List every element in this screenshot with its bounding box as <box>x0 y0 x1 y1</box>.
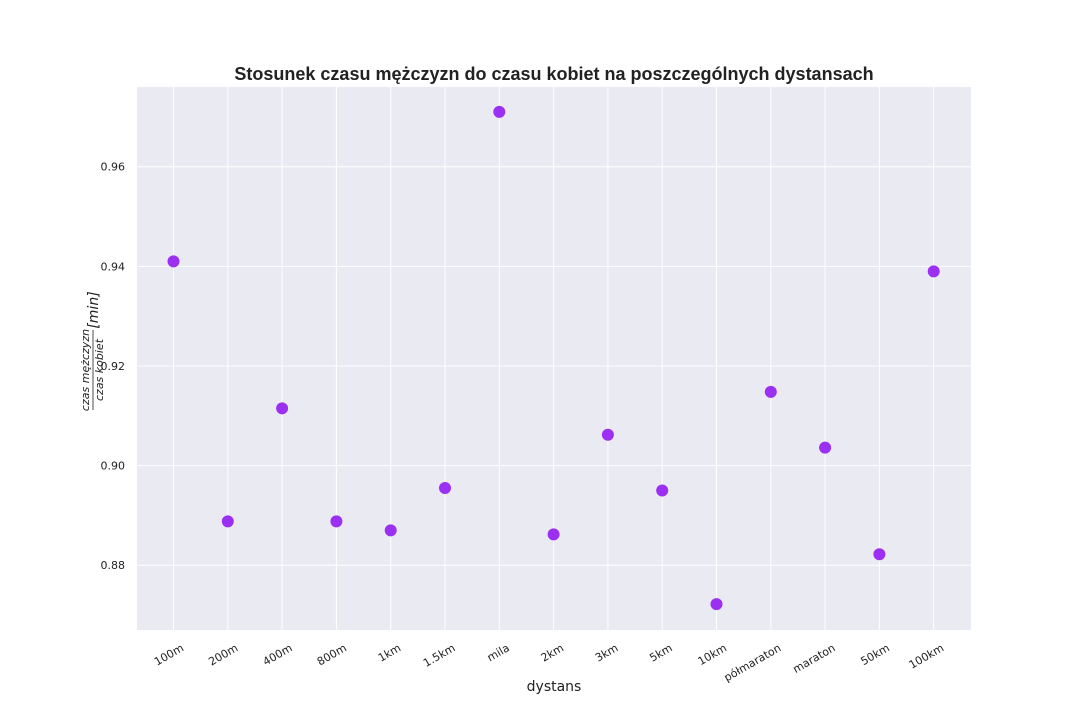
grid <box>137 87 971 630</box>
y-tick-label: 0.88 <box>101 559 126 572</box>
y-axis-label-denominator: czas kobiet <box>93 338 106 401</box>
y-axis-label-numerator: czas mężczyzn <box>79 329 92 411</box>
y-axis-label: czas mężczyzn czas kobiet [min] <box>79 291 106 411</box>
data-point <box>330 515 343 528</box>
x-tick-label: 5km <box>647 641 674 664</box>
y-tick-label: 0.96 <box>101 161 126 174</box>
x-axis-label: dystans <box>527 679 582 695</box>
y-tick-label: 0.90 <box>101 460 126 473</box>
x-tick-label: maraton <box>791 641 838 676</box>
chart-title: Stosunek czasu mężczyzn do czasu kobiet … <box>234 64 873 84</box>
data-point <box>764 385 777 398</box>
data-point <box>819 441 832 454</box>
data-point <box>439 482 451 495</box>
data-point <box>221 515 234 528</box>
data-point <box>656 484 669 497</box>
y-tick-label: 0.94 <box>101 260 126 273</box>
x-tick-label: 2km <box>539 641 566 664</box>
data-point <box>547 528 560 541</box>
data-points <box>167 105 940 611</box>
data-point <box>493 105 506 118</box>
data-point <box>927 265 940 278</box>
y-tick-label: 0.92 <box>101 360 126 373</box>
x-tick-label: 3km <box>593 641 620 664</box>
x-tick-label: półmaraton <box>722 641 784 684</box>
data-point <box>167 255 180 268</box>
data-point <box>276 402 289 415</box>
x-tick-label: 400m <box>261 641 295 668</box>
x-tick-label: 50km <box>858 641 891 668</box>
x-tick-label: 200m <box>206 641 240 668</box>
x-tick-label: 1.5km <box>421 641 457 670</box>
x-tick-label: 100m <box>152 641 186 668</box>
y-tick-labels: 0.88 0.90 0.92 0.94 0.96 <box>101 161 126 573</box>
x-tick-label: 10km <box>696 641 729 668</box>
data-point <box>710 598 723 611</box>
x-tick-label: 100km <box>907 641 946 671</box>
y-axis-label-unit: [min] <box>86 291 102 328</box>
data-point <box>601 428 614 441</box>
x-tick-labels: 100m 200m 400m 800m 1km 1.5km mila 2km 3km 5km 10k… <box>152 641 946 684</box>
data-point <box>873 548 886 561</box>
data-point <box>384 524 397 537</box>
x-tick-label: 1km <box>376 641 403 664</box>
x-tick-label: mila <box>485 641 512 664</box>
x-tick-label: 800m <box>315 641 349 668</box>
